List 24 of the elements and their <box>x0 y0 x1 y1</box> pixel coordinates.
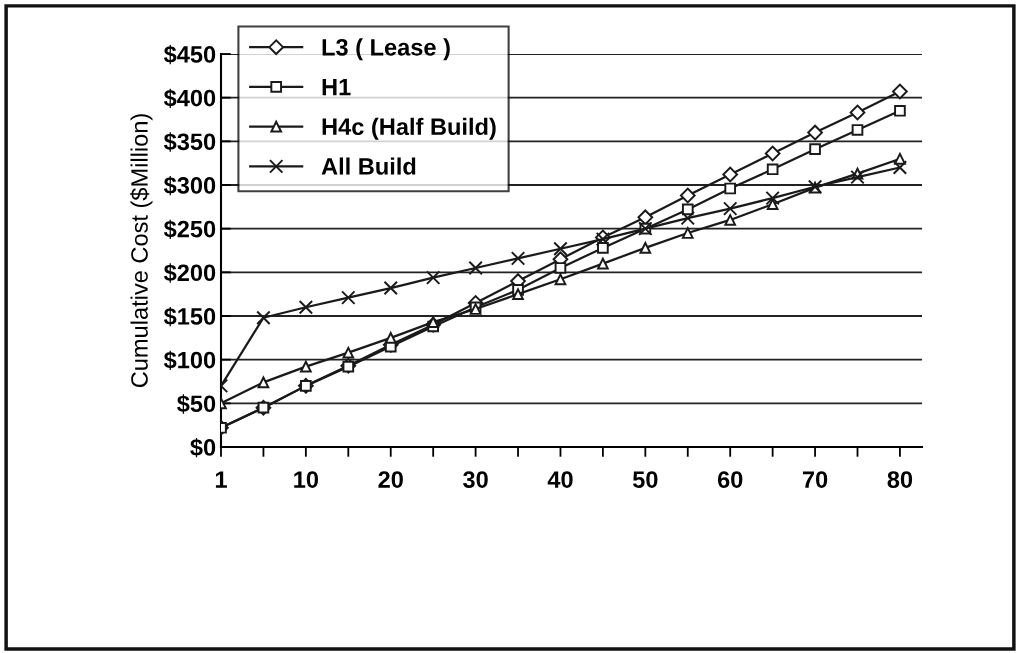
y-tick-label: $350 <box>163 132 216 152</box>
y-axis-title: Cumulative Cost ($Million) <box>130 114 153 388</box>
x-tick-label: 80 <box>887 471 913 488</box>
y-tick-label: $250 <box>163 219 216 239</box>
legend-label: H1 <box>322 78 351 96</box>
x-tick-label: 60 <box>717 471 743 488</box>
legend-label: L3 ( Lease ) <box>322 38 450 61</box>
y-tick-label: $300 <box>163 176 216 196</box>
y-tick-label: $0 <box>190 438 216 458</box>
y-tick-label: $100 <box>163 350 216 370</box>
y-tick-label: $400 <box>163 88 216 108</box>
y-tick-label: $50 <box>177 394 216 414</box>
x-tick-label: 30 <box>463 471 488 488</box>
x-tick-label: 70 <box>802 471 828 488</box>
legend-label: All Build <box>321 157 416 175</box>
y-tick-label: $150 <box>163 307 216 327</box>
y-tick-label: $450 <box>163 45 216 65</box>
x-tick-label: 1 <box>215 471 227 488</box>
x-tick-label: 10 <box>294 471 319 488</box>
x-tick-label: 50 <box>632 471 658 488</box>
legend-label: H4c (Half Build) <box>322 117 496 140</box>
x-tick-label: 20 <box>378 471 403 488</box>
x-tick-label: 40 <box>547 471 573 488</box>
y-tick-label: $200 <box>163 263 216 283</box>
